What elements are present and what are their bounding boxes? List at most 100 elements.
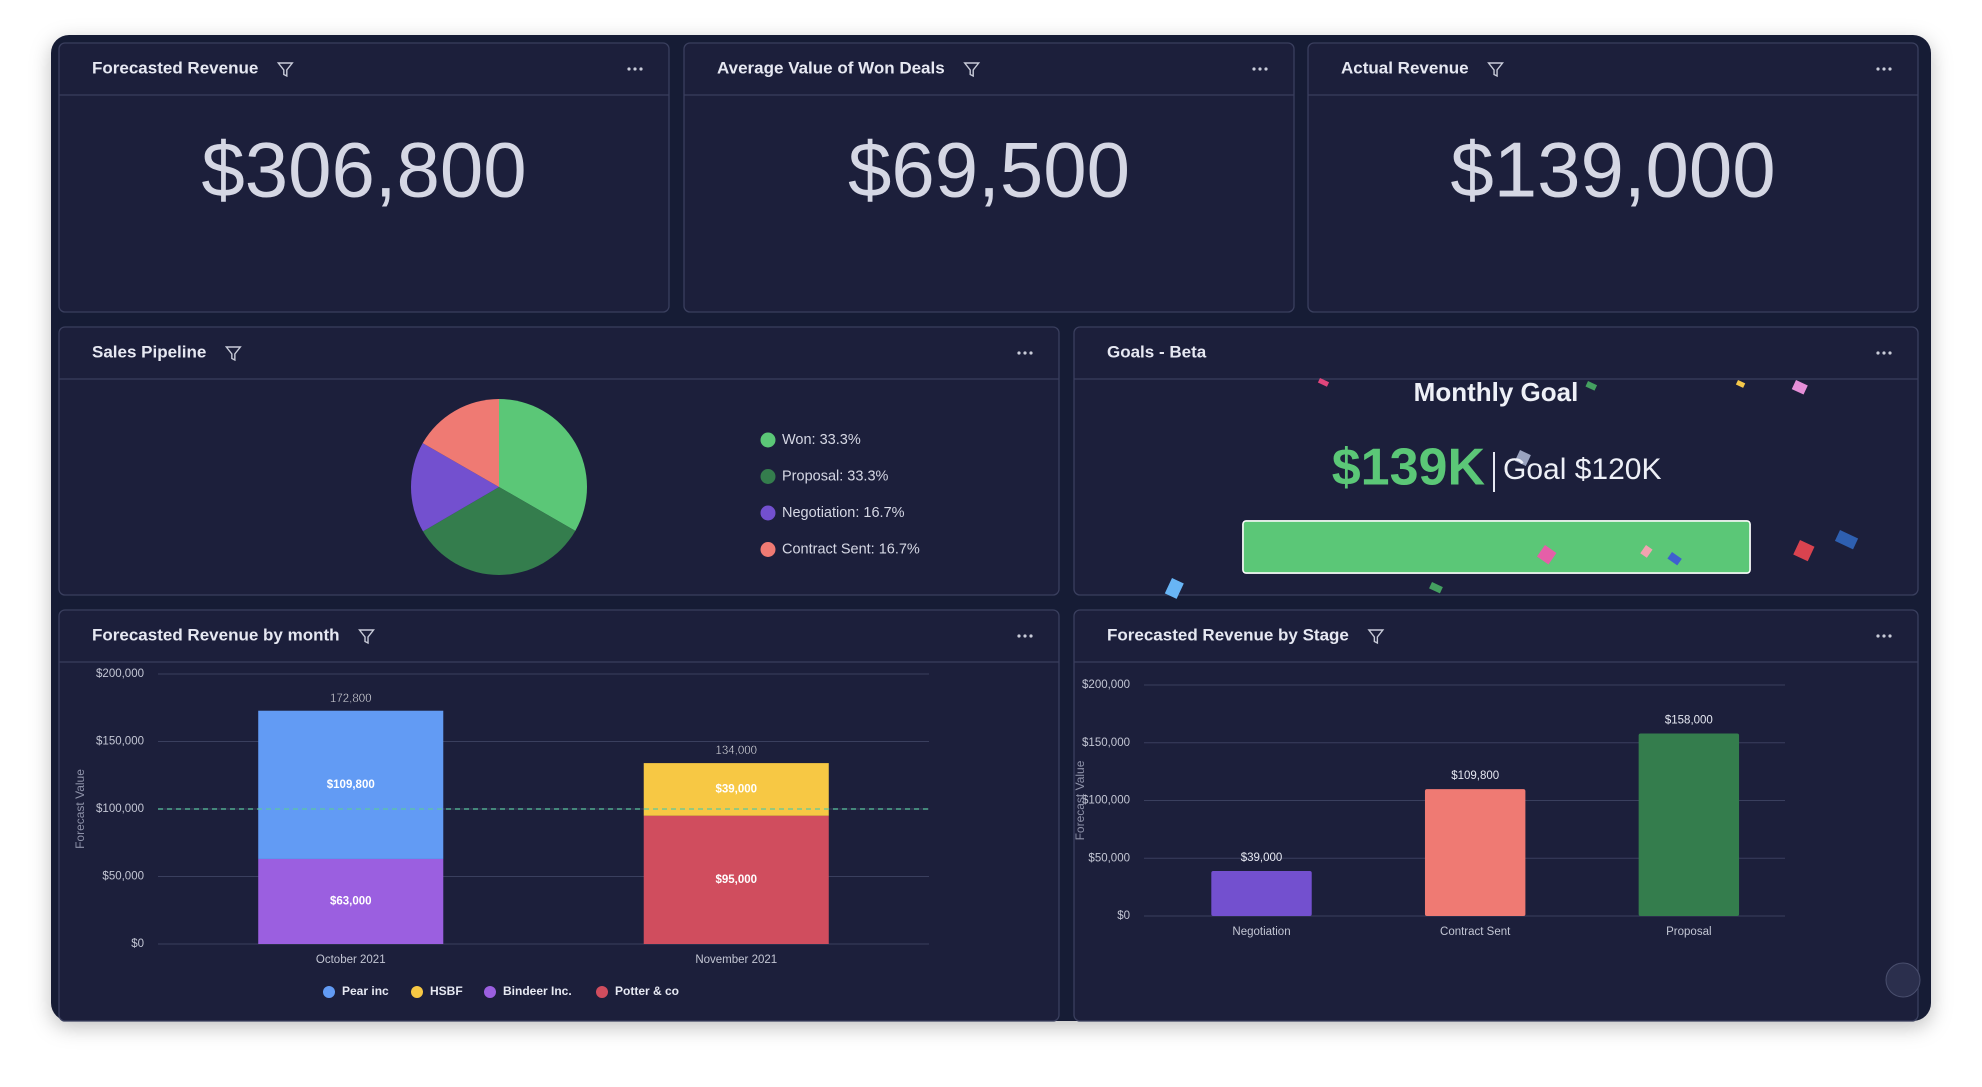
data-label: $158,000 — [1665, 715, 1713, 727]
legend-label: Pear inc — [342, 984, 389, 998]
confetti — [1585, 381, 1598, 391]
y-axis-label: Forecast Value — [1073, 760, 1087, 840]
more-menu-dot[interactable] — [1023, 351, 1027, 355]
y-tick-label: $150,000 — [96, 736, 144, 748]
more-menu-dot[interactable] — [1882, 634, 1886, 638]
legend-label: Won: 33.3% — [782, 432, 861, 448]
bar-segment — [643, 763, 829, 816]
y-tick-label: $150,000 — [1082, 737, 1130, 749]
more-menu-dot[interactable] — [1023, 634, 1027, 638]
confetti — [1834, 529, 1859, 550]
goal-target: Goal $120K — [1503, 453, 1661, 486]
legend-label: Negotiation: 16.7% — [782, 505, 905, 521]
legend-label: Bindeer Inc. — [503, 984, 572, 998]
confetti — [1514, 449, 1531, 466]
more-menu-dot[interactable] — [1876, 67, 1880, 71]
more-menu-dot[interactable] — [1017, 634, 1021, 638]
legend-swatch — [411, 986, 423, 998]
y-tick-label: $0 — [1117, 910, 1130, 922]
more-menu-dot[interactable] — [1264, 67, 1268, 71]
bar-segment — [258, 710, 444, 859]
legend-swatch — [484, 986, 496, 998]
data-label: $109,800 — [327, 779, 375, 791]
more-menu-dot[interactable] — [633, 67, 637, 71]
widget-title: Forecasted Revenue — [92, 58, 258, 77]
legend-swatch — [760, 469, 776, 484]
legend-swatch — [323, 986, 335, 998]
y-tick-label: $200,000 — [1082, 679, 1130, 691]
confetti — [1667, 552, 1682, 566]
more-menu-dot[interactable] — [1017, 351, 1021, 355]
kpi-value: $306,800 — [201, 126, 526, 214]
goal-progress — [1242, 520, 1751, 574]
filter-icon[interactable] — [224, 346, 242, 362]
legend-swatch — [596, 986, 608, 998]
bar-segment — [643, 815, 829, 944]
more-menu-dot[interactable] — [1876, 634, 1880, 638]
filter-icon[interactable] — [1367, 629, 1385, 645]
more-menu-dot[interactable] — [1029, 351, 1033, 355]
legend-swatch — [760, 542, 776, 557]
widget — [683, 42, 1295, 313]
more-menu-dot[interactable] — [1882, 351, 1886, 355]
widget-title: Actual Revenue — [1341, 58, 1469, 77]
more-menu-dot[interactable] — [1258, 67, 1262, 71]
more-menu-dot[interactable] — [1888, 351, 1892, 355]
x-tick-label: Proposal — [1666, 926, 1711, 938]
bar — [1211, 870, 1312, 916]
y-tick-label: $0 — [131, 938, 144, 950]
legend-label: Contract Sent: 16.7% — [782, 541, 920, 557]
legend-swatch — [760, 505, 776, 521]
confetti — [1735, 380, 1746, 388]
pie-slice — [499, 399, 587, 531]
filter-icon[interactable] — [963, 62, 981, 78]
confetti — [1429, 581, 1443, 594]
more-menu-dot[interactable] — [1888, 634, 1892, 638]
bar — [1638, 733, 1740, 916]
confetti — [1164, 577, 1184, 599]
more-menu-dot[interactable] — [627, 67, 631, 71]
data-label: $109,800 — [1451, 770, 1499, 782]
assistant-button[interactable] — [1885, 962, 1921, 998]
data-label: $39,000 — [715, 783, 757, 795]
confetti — [1793, 540, 1815, 562]
total-label: 172,800 — [330, 693, 372, 705]
filter-icon[interactable] — [1487, 62, 1504, 78]
widget — [58, 609, 1060, 1022]
x-tick-label: Negotiation — [1232, 926, 1290, 938]
data-label: $63,000 — [330, 896, 372, 908]
y-tick-label: $200,000 — [96, 668, 144, 680]
legend-label: Potter & co — [615, 984, 679, 998]
total-label: 134,000 — [715, 745, 757, 757]
more-menu-dot[interactable] — [1252, 67, 1256, 71]
more-menu-dot[interactable] — [1029, 634, 1033, 638]
pie-slice — [422, 399, 499, 487]
x-tick-label: November 2021 — [695, 954, 777, 966]
data-label: $95,000 — [715, 874, 757, 886]
goal-heading: Monthly Goal — [1414, 377, 1579, 407]
widget — [1307, 42, 1919, 313]
x-tick-label: October 2021 — [316, 954, 386, 966]
legend-label: Proposal: 33.3% — [782, 468, 889, 484]
more-menu-dot[interactable] — [1876, 351, 1880, 355]
confetti — [1536, 545, 1557, 565]
more-menu-dot[interactable] — [1888, 67, 1892, 71]
widget-title: Forecasted Revenue by Stage — [1107, 625, 1349, 644]
widget-title: Sales Pipeline — [92, 342, 206, 361]
bar-segment — [258, 858, 444, 944]
kpi-value: $69,500 — [848, 126, 1130, 214]
pie-slice — [422, 487, 576, 575]
y-axis-label: Forecast Value — [73, 769, 87, 849]
filter-icon[interactable] — [358, 629, 375, 645]
more-menu-dot[interactable] — [639, 67, 643, 71]
widget — [58, 42, 670, 313]
x-tick-label: Contract Sent — [1440, 926, 1511, 938]
confetti — [1791, 380, 1808, 395]
more-menu-dot[interactable] — [1882, 67, 1886, 71]
confetti — [1317, 378, 1330, 387]
legend-label: HSBF — [430, 984, 463, 998]
filter-icon[interactable] — [276, 62, 294, 78]
confetti — [1640, 544, 1653, 558]
widget-title: Average Value of Won Deals — [717, 58, 945, 77]
